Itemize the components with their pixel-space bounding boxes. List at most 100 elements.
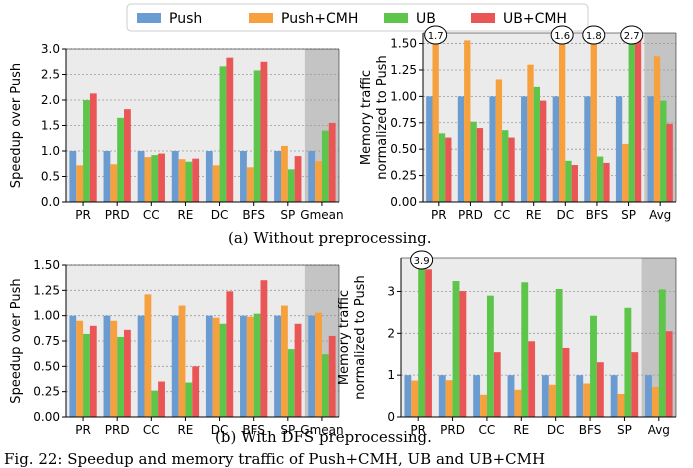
bar	[103, 315, 111, 417]
x-tick-label: BFS	[242, 423, 265, 437]
x-tick-label: Gmean	[300, 208, 343, 222]
bar	[540, 100, 547, 202]
bar	[89, 325, 97, 417]
bar	[653, 56, 661, 202]
legend-swatch	[249, 13, 273, 23]
y-axis-label: Speedup over Push	[9, 278, 24, 403]
bar	[192, 366, 200, 417]
bar	[69, 151, 77, 202]
bar	[240, 315, 247, 417]
y-tick-label: 3.0	[41, 42, 60, 56]
bar	[476, 128, 484, 202]
bar	[493, 352, 501, 417]
x-tick-label: Avg	[649, 208, 671, 222]
y-tick-label: 1.0	[41, 144, 60, 158]
bar	[205, 151, 213, 202]
y-tick-label: 0	[387, 410, 395, 424]
bar	[226, 291, 234, 417]
bar	[555, 288, 563, 417]
bar	[634, 38, 642, 202]
legend-label: Push+CMH	[281, 11, 358, 27]
bar	[76, 320, 84, 417]
annotation-circle	[410, 250, 434, 270]
x-tick-label: SP	[280, 423, 295, 437]
bar	[260, 280, 268, 417]
bar	[583, 383, 591, 417]
bar	[647, 96, 654, 202]
x-tick-label: RE	[526, 208, 542, 222]
bar	[590, 315, 597, 417]
legend-label: UB	[416, 11, 436, 27]
bar	[645, 375, 652, 417]
bar	[665, 331, 673, 417]
bar	[117, 117, 125, 202]
y-tick-label: 1.5	[41, 119, 60, 133]
bar	[171, 315, 179, 417]
bar	[527, 64, 534, 202]
bar	[617, 393, 625, 417]
bar	[480, 394, 487, 417]
bar	[308, 315, 316, 417]
bar	[151, 390, 159, 417]
bar	[514, 389, 522, 417]
y-tick-label: 0.5	[41, 170, 60, 184]
bar	[83, 100, 90, 202]
bar	[457, 96, 465, 202]
bar	[158, 381, 165, 417]
bar	[212, 165, 220, 202]
bar	[253, 313, 261, 417]
y-tick-label: 0.50	[390, 142, 417, 156]
x-tick-label: DC	[557, 208, 575, 222]
bar	[533, 86, 541, 202]
x-tick-label: Avg	[648, 423, 670, 437]
y-tick-label: 1.25	[390, 63, 417, 77]
bar	[486, 295, 494, 417]
bar	[219, 66, 227, 202]
x-tick-label: PR	[75, 423, 91, 437]
bar	[171, 151, 179, 202]
annotation-label: 1.7	[428, 31, 444, 42]
x-tick-label: PR	[431, 208, 447, 222]
bar	[219, 323, 227, 417]
bar	[158, 153, 165, 202]
x-tick-label: CC	[479, 423, 496, 437]
bar	[528, 341, 536, 417]
bar	[596, 362, 604, 417]
bar	[240, 151, 247, 202]
legend-label: UB+CMH	[503, 11, 567, 27]
bar	[83, 333, 90, 417]
bar	[562, 347, 570, 417]
x-tick-label: PRD	[458, 208, 483, 222]
bar	[445, 137, 452, 202]
bar	[610, 375, 618, 417]
x-tick-label: RE	[177, 423, 193, 437]
figure-caption: Fig. 22: Speedup and memory traffic of P…	[4, 450, 546, 468]
bar	[411, 380, 419, 417]
bar	[328, 122, 336, 202]
bar	[178, 159, 186, 202]
bar	[274, 315, 281, 417]
bar	[426, 96, 433, 202]
x-tick-label: BFS	[579, 423, 602, 437]
bar	[624, 307, 632, 417]
bar	[151, 155, 159, 202]
bar	[287, 169, 295, 202]
y-tick-label: 0.00	[33, 410, 60, 424]
y-tick-label: 0.00	[390, 195, 417, 209]
bar	[274, 151, 281, 202]
x-tick-label: PRD	[105, 208, 130, 222]
y-tick-label: 0.50	[33, 359, 60, 373]
y-tick-label: 2.5	[41, 68, 60, 82]
legend-box	[126, 3, 589, 32]
x-tick-label: SP	[621, 208, 636, 222]
bar	[117, 336, 125, 417]
y-axis-label: Memory traffic	[359, 70, 374, 165]
y-tick-label: 1.00	[33, 309, 60, 323]
annotation-label: 2.7	[624, 31, 640, 42]
bar	[489, 96, 496, 202]
bar	[321, 130, 329, 202]
bar	[124, 329, 131, 417]
bar	[110, 164, 118, 202]
y-tick-label: 3	[387, 284, 395, 298]
bar	[89, 93, 97, 202]
